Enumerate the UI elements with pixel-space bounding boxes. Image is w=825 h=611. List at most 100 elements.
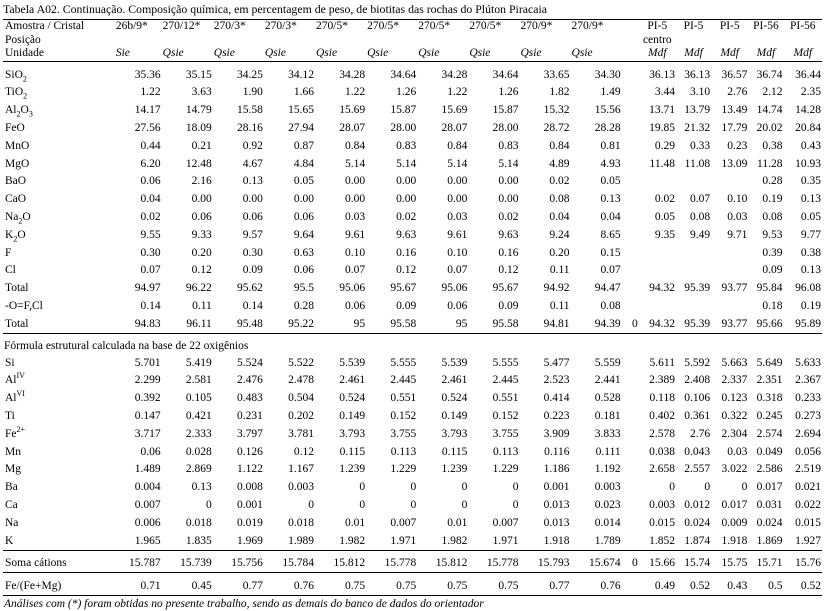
table-cell: 34.28 [339,68,366,81]
table-cell: 0.08 [600,300,621,313]
table-cell: 0.322 [721,410,748,423]
sample-header-cell: PI-56 [748,18,784,34]
table-cell: 15.65 [288,104,314,117]
table-cell: 0.022 [795,499,821,511]
position-header-cell [264,34,315,48]
sample-header-cell: 270/3* [263,18,315,34]
table-cell: 0.28 [293,300,314,313]
table-row: BaO 0.06 2.16 0.13 0.05 0.00 0.00 0.00 0.00 0.02 0… [3,173,822,191]
table-cell: 0.003 [594,481,621,494]
row-label: MnO [5,139,30,152]
table-cell: 2.76 [689,427,711,440]
table-cell: 0 [359,499,366,511]
table-cell: 0.75 [315,577,367,597]
table-cell: 0.07 [344,264,366,277]
table-cell: 15.69 [441,104,468,117]
table-cell: 9.33 [191,228,212,241]
table-cell: 28.72 [543,122,570,135]
table-cell: 95.84 [756,282,783,295]
table-cell: 0.007 [390,516,417,529]
table-cell: 0.07 [140,264,161,277]
table-cell: 96.11 [161,314,213,334]
sample-header-cell: 270/5* [366,18,418,34]
table-cell: 0.76 [570,577,622,597]
table-cell: 0.00 [242,193,263,206]
table-row: Na 0.006 0.018 0.019 0.018 0.01 0.007 0.01 0.007… [3,514,822,532]
table-cell: 0.115 [441,445,468,458]
table-cell [622,496,639,514]
table-cell: 1.167 [288,463,314,476]
table-cell: 0.38 [762,139,783,152]
table-cell: 0.031 [756,499,783,511]
table-cell: 0.29 [654,139,675,152]
table-cell: 9.35 [654,228,675,241]
table-cell: 0.245 [756,410,783,423]
table-cell: 9.63 [498,228,519,241]
table-cell: 9.63 [396,228,417,241]
unit-header-cell: Mdf [711,47,749,62]
position-header-cell [162,34,213,48]
table-cell: 12.48 [185,157,212,170]
table-cell: 1.971 [366,531,418,551]
table-row: Total 94.83 96.11 95.48 95.22 95 95.58 95 95.58 9… [3,314,822,334]
table-cell: 0.19 [762,193,783,206]
table-cell [622,262,639,280]
table-cell: 0 [410,481,417,494]
table-cell: 0.504 [288,392,314,405]
table-cell: 3.909 [543,427,570,440]
table-cell [622,226,639,244]
table-cell: 1.927 [783,531,822,551]
table-cell: 0 [461,499,468,511]
table-cell: 2.408 [684,374,711,387]
table-cell: 0.16 [396,246,417,259]
table-cell: 15.32 [543,104,570,117]
table-cell: 0.83 [498,139,519,152]
table-cell: 0.001 [543,481,570,494]
table-cell: 0.024 [684,516,711,529]
table-cell: 14.79 [185,104,212,117]
table-cell: 0.004 [134,481,161,494]
table-cell: 2.299 [134,374,161,387]
table-cell: 0.038 [649,445,675,458]
table-row: Al2O3 14.17 14.79 15.58 15.65 15.69 15.87 15.69… [3,101,822,119]
table-cell: 15.71 [748,554,784,574]
table-cell: 1.90 [242,86,263,99]
table-cell: 0.12 [293,445,314,458]
table-cell: 0.147 [134,410,161,423]
table-cell: 0.04 [140,193,161,206]
table-cell: 27.94 [288,122,314,135]
table-cell: 20.02 [756,122,783,135]
table-cell: 0.12 [396,264,417,277]
table-cell: 0 [621,314,639,334]
table-cell: 0.16 [498,246,519,259]
table-cell: 0 [669,481,675,494]
table-caption: Tabela A02. Continuação. Composição quím… [3,2,547,16]
table-cell: 5.555 [492,356,519,369]
table-cell: 1.965 [114,531,162,551]
table-cell: 2.304 [721,427,748,440]
row-label: Soma cátions [3,554,115,574]
table-cell: 0.056 [795,445,821,458]
table-cell: 0.414 [543,392,570,405]
table-cell: 0.43 [800,139,821,152]
table-cell: 15.56 [594,104,621,117]
row-label: FeO [5,122,25,135]
table-cell: 0.75 [417,577,469,597]
table-cell: 0.007 [134,499,161,511]
table-cell: 1.969 [212,531,264,551]
table-cell: 0.001 [237,499,263,511]
table-cell: 36.13 [649,68,675,81]
table-cell: 0.13 [600,193,621,206]
table-cell: 0.003 [288,481,314,494]
table-cell: 34.28 [441,68,468,81]
table-cell: 0.483 [237,392,263,405]
table-row: Fe2+ 3.717 2.333 3.797 3.781 3.793 3.755 3.793 3… [3,425,822,443]
table-cell: 0.05 [600,175,621,188]
table-cell: 13.79 [684,104,711,117]
table-cell: 0.30 [242,246,263,259]
table-cell: 3.833 [594,427,621,440]
table-cell: 5.14 [447,157,468,170]
table-cell: 9.77 [800,228,821,241]
table-cell: 14.17 [134,104,161,117]
sample-header: Amostra / Cristal 26b/9* 270/12* 270/3* 270/… [3,18,822,34]
